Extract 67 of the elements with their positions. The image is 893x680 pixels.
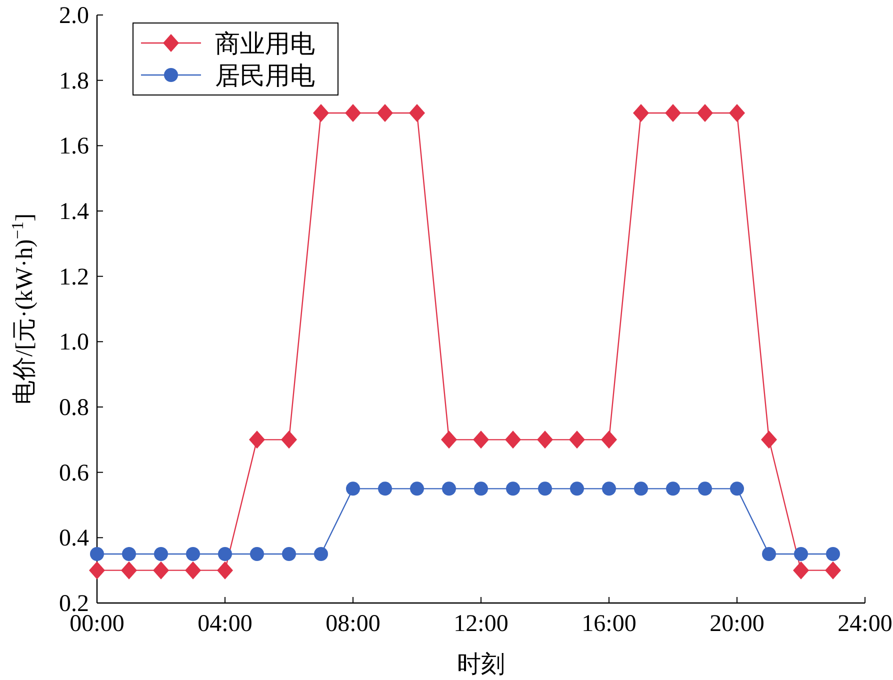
point (569, 430, 585, 449)
point (473, 430, 489, 449)
point (601, 430, 617, 449)
y-tick-label: 1.4 (59, 199, 89, 225)
point (154, 547, 168, 561)
point (665, 104, 681, 122)
point (826, 547, 840, 561)
point (506, 482, 520, 496)
x-axis-title: 时刻 (457, 651, 505, 678)
y-tick-label: 0.4 (59, 526, 89, 552)
point (762, 547, 776, 561)
point (409, 104, 425, 122)
y-tick-label: 1.8 (59, 68, 89, 94)
point (186, 547, 200, 561)
point (602, 482, 616, 496)
x-tick-label: 00:00 (70, 611, 124, 637)
y-tick-label: 1.6 (59, 134, 89, 160)
y-tick-label: 0.8 (59, 395, 89, 421)
point (313, 104, 329, 122)
point (250, 547, 264, 561)
point (346, 482, 360, 496)
point (345, 104, 361, 122)
point (185, 561, 201, 580)
point (89, 561, 105, 580)
y-tick-label: 2.0 (59, 3, 89, 29)
point (218, 547, 232, 561)
point (410, 482, 424, 496)
point (666, 482, 680, 496)
point (378, 482, 392, 496)
point (698, 482, 712, 496)
point (217, 561, 233, 580)
point (761, 430, 777, 449)
point (441, 430, 457, 449)
x-tick-label: 12:00 (454, 611, 508, 637)
point (90, 547, 104, 561)
point (633, 104, 649, 122)
point (474, 482, 488, 496)
point (794, 547, 808, 561)
point (697, 104, 713, 122)
point (634, 482, 648, 496)
y-tick-label: 1.0 (59, 330, 89, 356)
point (282, 547, 296, 561)
point (121, 561, 137, 580)
point (537, 430, 553, 449)
point (570, 482, 584, 496)
x-tick-label: 24:00 (838, 611, 892, 637)
point (122, 547, 136, 561)
point (281, 430, 297, 449)
legend-label: 居民用电 (215, 63, 315, 90)
point (825, 561, 841, 580)
point (249, 430, 265, 449)
point (505, 430, 521, 449)
point (314, 547, 328, 561)
point (538, 482, 552, 496)
legend-label: 商业用电 (215, 30, 315, 58)
point (377, 104, 393, 122)
y-tick-label: 1.2 (59, 264, 89, 290)
point (729, 104, 745, 122)
x-tick-label: 08:00 (326, 611, 380, 637)
x-tick-label: 04:00 (198, 611, 252, 637)
x-tick-label: 20:00 (710, 611, 764, 637)
x-tick-label: 16:00 (582, 611, 636, 637)
point (153, 561, 169, 580)
point (793, 561, 809, 580)
point (442, 482, 456, 496)
y-tick-label: 0.6 (59, 460, 89, 486)
point (730, 482, 744, 496)
